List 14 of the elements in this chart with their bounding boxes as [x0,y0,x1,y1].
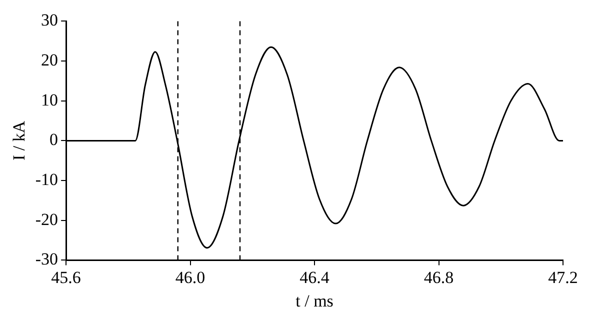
y-tick-label: -20 [35,210,58,229]
y-axis-title: I / kA [10,120,29,161]
y-tick-label: -10 [35,170,58,189]
y-tick-label: 0 [50,130,58,150]
y-tick-label: 30 [41,10,58,30]
x-tick-label: 45.6 [51,268,81,287]
x-tick-label: 46.0 [175,268,206,287]
y-tick-label: 20 [41,50,58,70]
x-tick-label: 46.8 [424,268,454,287]
y-tick-label: 10 [41,90,58,110]
x-tick-label: 47.2 [548,268,578,287]
y-tick-label: -30 [35,250,58,269]
x-axis-title: t / ms [296,291,334,310]
x-tick-label: 46.4 [300,268,330,287]
